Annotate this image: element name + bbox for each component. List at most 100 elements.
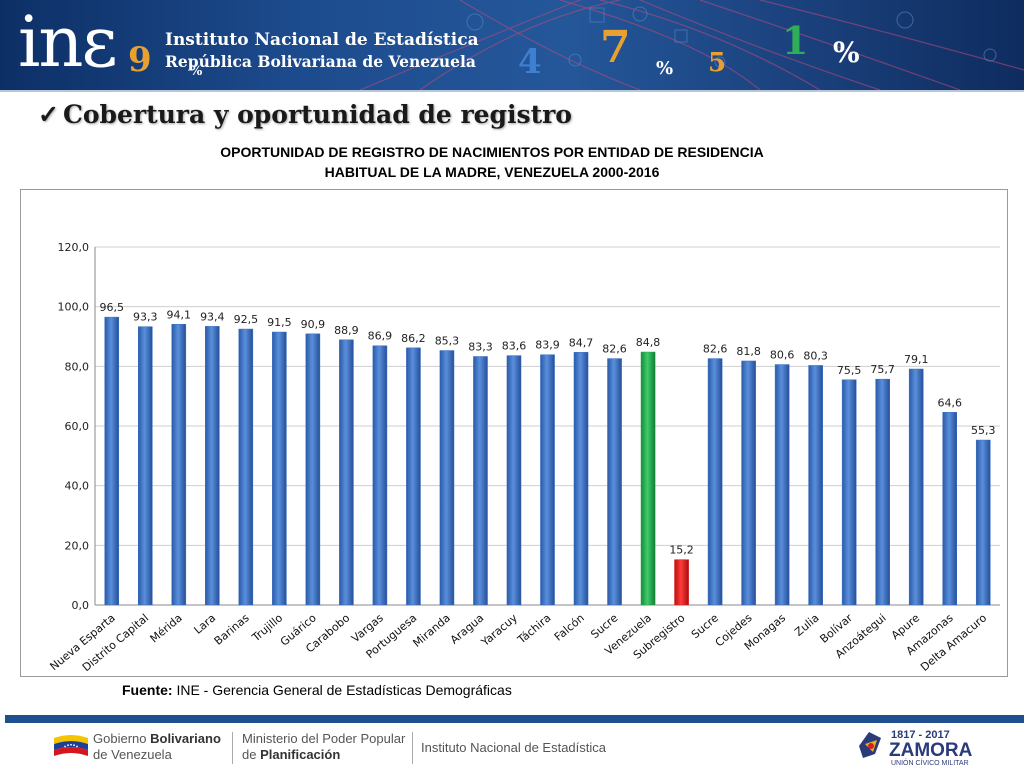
bar [406, 347, 421, 606]
x-tick-label: Yaracuy [478, 611, 520, 649]
gob-line2: de Venezuela [93, 747, 172, 762]
y-tick-label: 0,0 [72, 599, 90, 612]
footer-bar [5, 715, 1024, 723]
data-label: 93,3 [133, 311, 158, 324]
data-label: 96,5 [100, 301, 125, 314]
header-banner: 4 7 % 5 1 % % inɛ 9 Instituto Nacional d… [0, 0, 1024, 90]
bar [171, 324, 187, 606]
data-label: 55,3 [971, 424, 996, 437]
section-title: ✓ Cobertura y oportunidad de registro [38, 100, 572, 129]
header-decoration [359, 0, 1024, 90]
bar [640, 351, 656, 606]
bar [741, 360, 756, 606]
footer-separator-2 [412, 732, 413, 764]
bar [272, 331, 287, 606]
ministerio-planificacion: Ministerio del Poder Popular de Planific… [242, 731, 405, 763]
zamora-logo: 1817 - 2017 ZAMORA UNIÓN CÍVICO MILITAR [859, 729, 973, 767]
x-tick-label: Táchira [514, 611, 553, 647]
bar [875, 378, 890, 606]
y-tick-label: 100,0 [58, 301, 90, 314]
x-tick-label: Zulia [792, 611, 821, 639]
ine-logo: inɛ [18, 1, 118, 83]
bar [339, 339, 354, 606]
bar [808, 365, 823, 606]
min-line2-bold: Planificación [260, 747, 341, 762]
decor-digit-4: 4 [518, 42, 542, 82]
bar [540, 354, 555, 606]
bar [841, 379, 857, 606]
data-label: 15,2 [669, 544, 694, 557]
bar [439, 350, 455, 606]
bar [942, 412, 958, 606]
data-label: 90,9 [301, 318, 326, 331]
x-tick-label: Falcón [552, 611, 587, 643]
chart-title: OPORTUNIDAD DE REGISTRO DE NACIMIENTOS P… [0, 142, 984, 182]
data-label: 83,6 [502, 340, 527, 353]
bar-chart: 0,0 20,0 40,0 60,0 80,0 100,0 120,0 96,5 93,3 94… [48, 241, 1000, 674]
data-label: 75,7 [870, 363, 895, 376]
data-label: 82,6 [602, 343, 627, 356]
gob-line1: Gobierno [93, 731, 147, 746]
bar [607, 358, 622, 606]
footer-separator-1 [232, 732, 233, 764]
x-tick-label: Barinas [212, 611, 252, 648]
decor-percent-2: % [833, 36, 860, 69]
data-label: 83,3 [468, 340, 493, 353]
decor-digit-7: 7 [600, 22, 631, 73]
data-label: 84,7 [569, 336, 594, 349]
data-label: 83,9 [535, 339, 560, 352]
zamora-name: ZAMORA [889, 740, 973, 761]
bar [674, 559, 689, 606]
bar [238, 328, 254, 606]
x-tick-label: Miranda [410, 611, 452, 650]
decor-digit-1: 1 [782, 18, 809, 63]
institution-subtitle: República Bolivariana de Venezuela [165, 52, 476, 71]
footer-ine-name: Instituto Nacional de Estadística [421, 740, 606, 755]
bar [104, 316, 120, 606]
decor-digit-5: 5 [708, 48, 727, 78]
footer [0, 723, 1024, 768]
institution-name: Instituto Nacional de Estadística [165, 30, 479, 50]
zamora-years: 1817 - 2017 [891, 729, 950, 741]
data-label: 82,6 [703, 343, 728, 356]
min-line1: Ministerio del Poder Popular [242, 731, 406, 746]
bar [473, 356, 488, 606]
decor-percent-1: % [656, 58, 674, 79]
ine-logo-digit: 9 [128, 40, 152, 80]
bar [137, 326, 153, 606]
gobierno-bolivariano: Gobierno Bolivariano de Venezuela [93, 731, 221, 763]
source-label: Fuente: [122, 682, 173, 698]
data-label: 94,1 [167, 308, 192, 321]
data-label: 88,9 [334, 324, 359, 337]
data-label: 86,9 [368, 330, 393, 343]
checkmark-icon: ✓ [38, 100, 59, 129]
y-tick-label: 20,0 [65, 539, 90, 552]
bar [774, 364, 790, 606]
y-tick-label: 40,0 [65, 480, 90, 493]
data-label: 93,4 [200, 310, 225, 323]
bar [305, 333, 321, 606]
min-line2-prefix: de [242, 747, 257, 762]
bar [707, 358, 723, 606]
zamora-sub: UNIÓN CÍVICO MILITAR [891, 758, 969, 767]
data-label: 84,8 [636, 336, 661, 349]
x-tick-label: Mérida [148, 611, 185, 645]
chart-title-line-1: OPORTUNIDAD DE REGISTRO DE NACIMIENTOS P… [220, 144, 764, 160]
source-text: INE - Gerencia General de Estadísticas D… [176, 682, 512, 698]
bar [372, 345, 388, 606]
header-divider [0, 90, 1024, 92]
data-label: 64,6 [937, 396, 962, 409]
y-tick-label: 60,0 [65, 420, 90, 433]
chart-title-line-2: HABITUAL DE LA MADRE, VENEZUELA 2000-201… [324, 164, 660, 180]
y-tick-label: 80,0 [65, 360, 90, 373]
data-label: 92,5 [234, 313, 258, 326]
data-label: 81,8 [736, 345, 761, 358]
data-label: 85,3 [435, 335, 460, 348]
data-label: 80,6 [770, 349, 795, 362]
data-label: 80,3 [803, 349, 828, 362]
bar [975, 439, 991, 606]
data-label: 75,5 [837, 364, 862, 377]
x-tick-label: Lara [191, 611, 218, 636]
data-label: 91,5 [267, 316, 292, 329]
data-label: 86,2 [401, 332, 426, 345]
